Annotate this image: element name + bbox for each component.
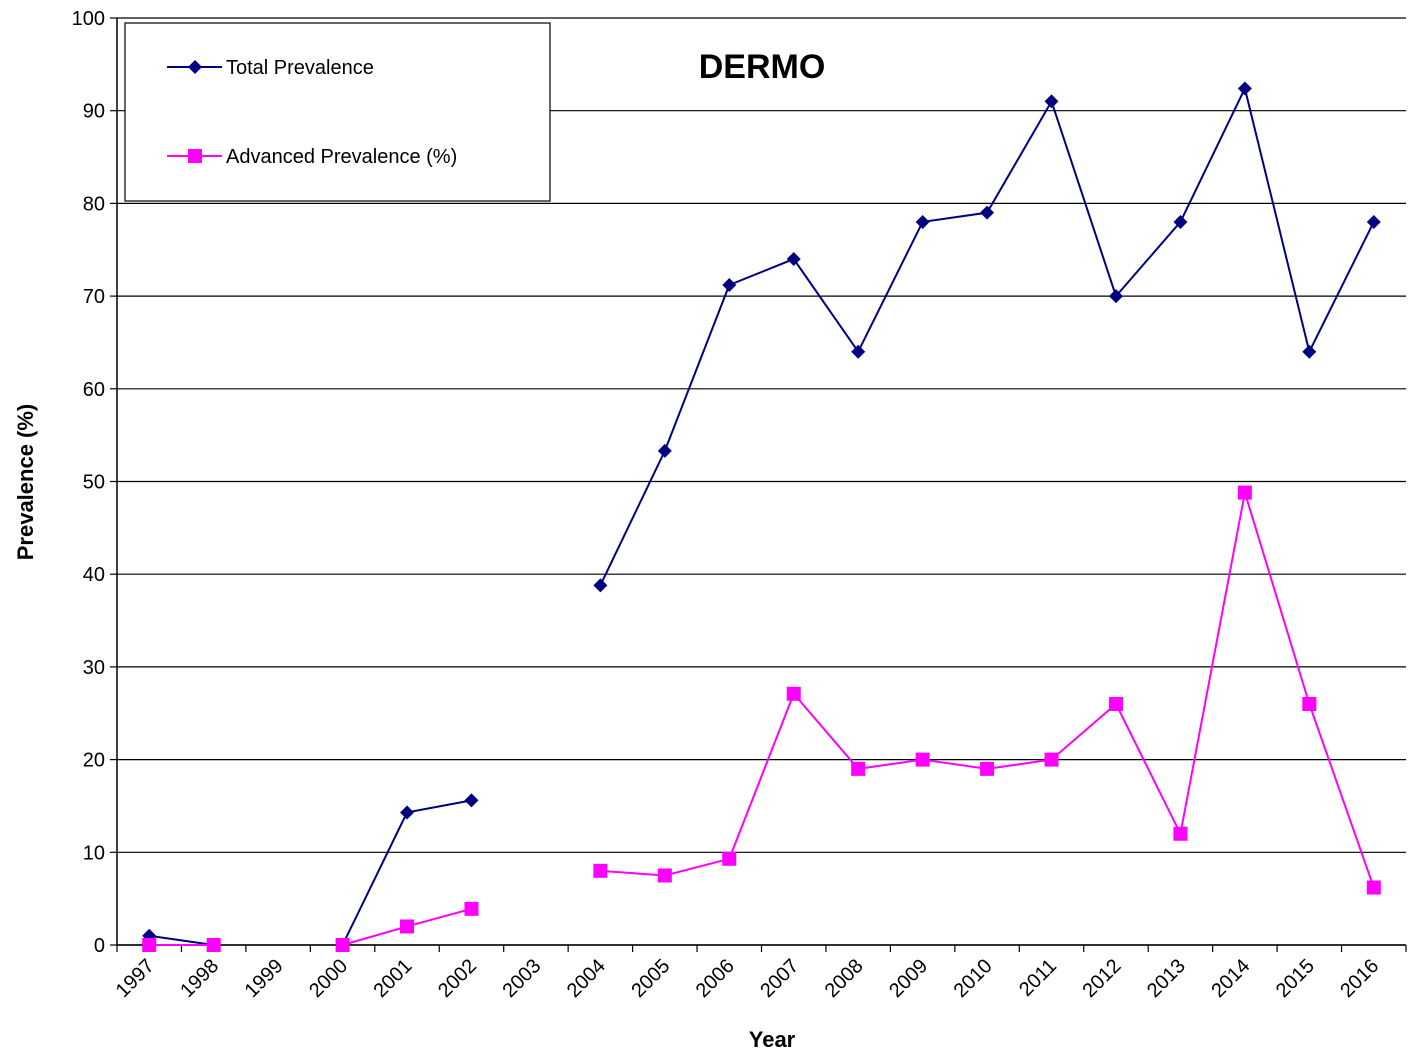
x-tick-label: 2015 [1272,955,1319,1002]
x-tick-label: 2007 [756,955,803,1002]
data-point [1366,880,1381,895]
x-axis-title: Year [749,1027,796,1052]
data-point [1044,94,1059,109]
data-point [464,901,479,916]
data-point [593,863,608,878]
data-point [1302,344,1317,359]
y-tick-label: 80 [83,193,105,215]
x-tick-label: 2012 [1078,955,1125,1002]
x-tick-label: 2003 [498,955,545,1002]
x-tick-label: 1999 [241,955,288,1002]
data-point [851,344,866,359]
y-tick-label: 100 [72,8,105,30]
series-line [149,492,1375,946]
legend-label: Advanced Prevalence (%) [226,146,457,168]
data-point [722,851,737,866]
x-tick-label: 1998 [176,955,223,1002]
y-tick-label: 50 [83,472,105,494]
x-tick-label: 2010 [950,955,997,1002]
x-tick-label: 1997 [112,955,159,1002]
data-point [722,277,737,292]
data-point [593,578,608,593]
data-point [335,938,350,952]
data-point [1108,696,1123,711]
data-point [1237,485,1252,500]
y-tick-label: 20 [83,750,105,772]
data-point [657,868,672,883]
y-tick-label: 10 [83,842,105,864]
data-point [786,252,801,267]
x-tick-label: 2014 [1207,955,1254,1002]
data-point [400,919,415,934]
x-tick-label: 2008 [821,955,868,1002]
legend-box [124,22,551,202]
x-tick-label: 2016 [1336,955,1383,1002]
data-point [1366,214,1381,229]
y-tick-label: 60 [83,379,105,401]
x-tick-label: 2000 [305,955,352,1002]
data-point [206,938,221,952]
data-point [786,686,801,701]
x-tick-label: 2013 [1143,955,1190,1002]
legend-marker [188,60,202,74]
x-tick-label: 2011 [1015,955,1061,1001]
data-point [980,205,995,220]
data-point [1044,752,1059,767]
x-tick-label: 2001 [370,955,417,1002]
y-tick-label: 90 [83,101,105,123]
data-point [1173,214,1188,229]
data-point [1108,289,1123,304]
data-point [1173,826,1188,841]
data-point [980,761,995,776]
series-line [149,85,1375,946]
data-point [464,793,479,808]
y-tick-label: 70 [83,286,105,308]
x-tick-label: 2009 [885,955,932,1002]
data-point [1302,696,1317,711]
data-point [657,443,672,458]
x-tick-label: 2006 [692,955,739,1002]
legend-label: Total Prevalence [226,57,374,79]
x-tick-label: 2005 [627,955,674,1002]
y-tick-label: 0 [94,935,105,957]
data-point [915,752,930,767]
data-point [915,214,930,229]
data-point [851,761,866,776]
data-point [142,938,157,952]
x-tick-label: 2004 [563,955,610,1002]
data-point [1237,81,1252,96]
legend-marker [188,149,202,163]
x-tick-label: 2002 [434,955,481,1002]
y-tick-label: 30 [83,657,105,679]
data-point [400,805,415,820]
y-axis-title: Prevalence (%) [13,404,38,561]
chart-title: DERMO [699,48,826,86]
y-tick-label: 40 [83,564,105,586]
